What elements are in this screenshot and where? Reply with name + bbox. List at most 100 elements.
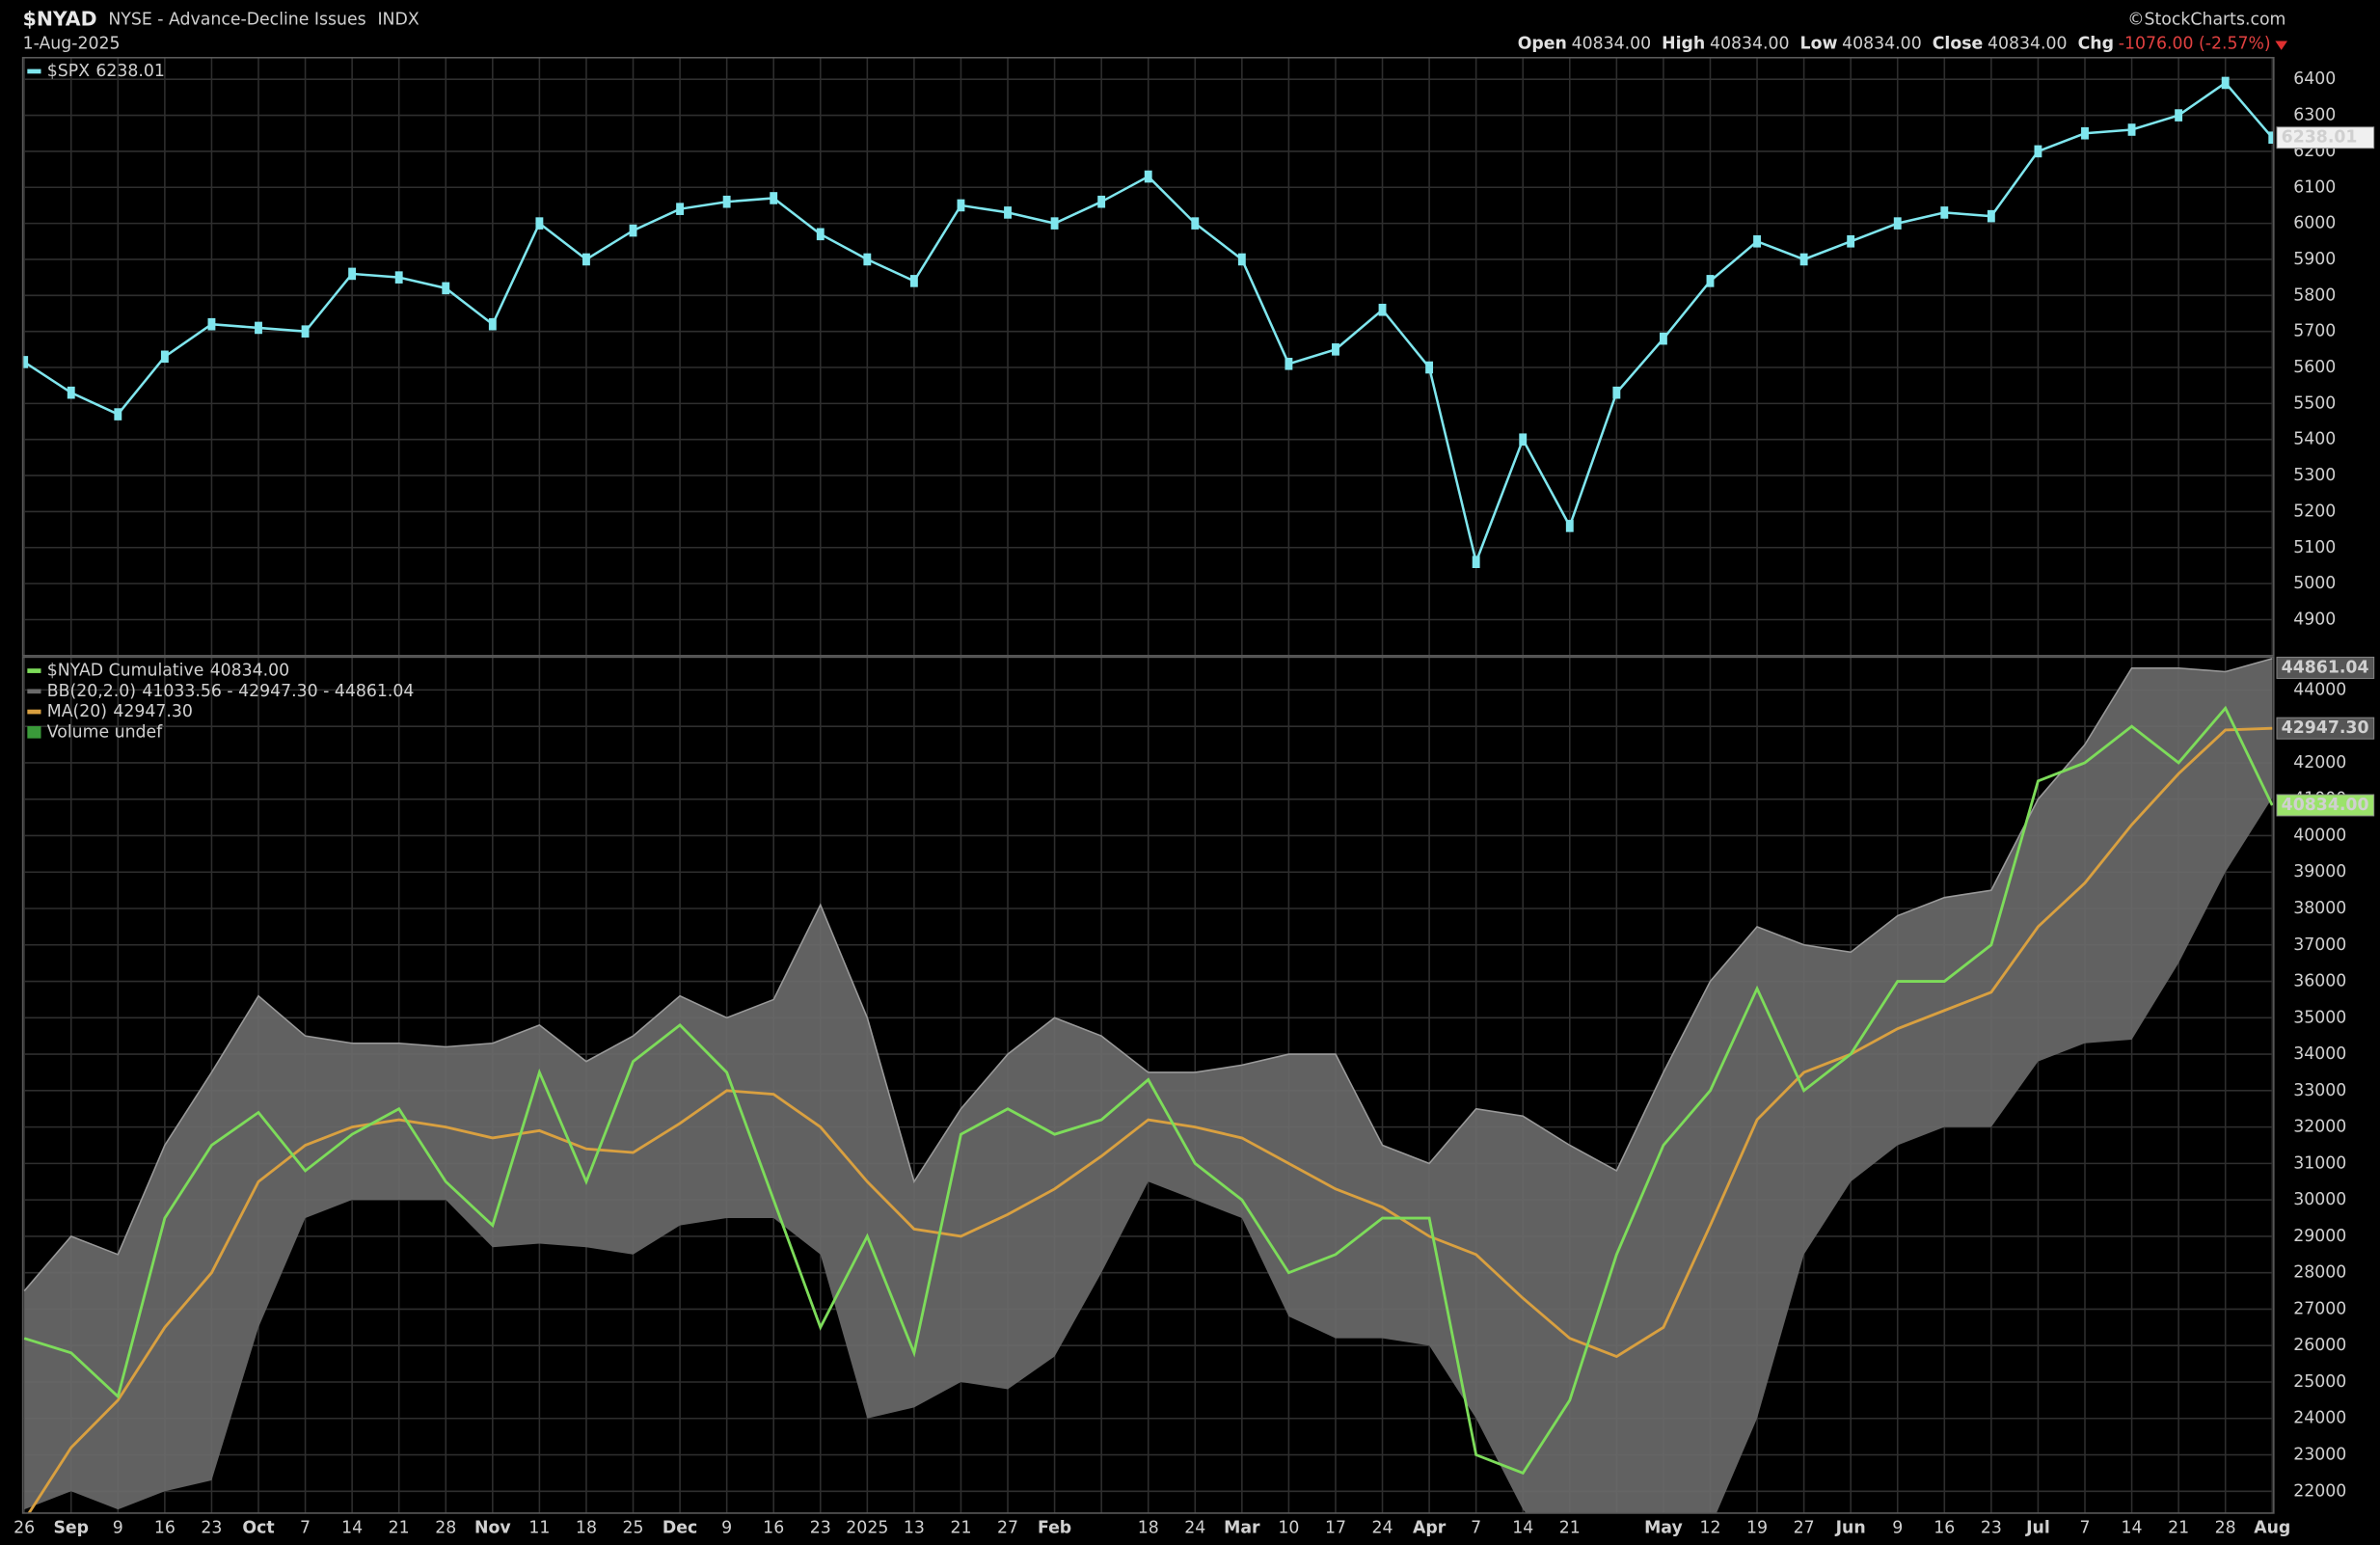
x-tick-label: 9: [1892, 1519, 1903, 1538]
panel-frame: [21, 57, 2275, 657]
price-bar: [2221, 76, 2230, 90]
price-bar: [1893, 217, 1902, 230]
y-tick-label: 29000: [2293, 1227, 2346, 1246]
y-tick-label: 44000: [2293, 680, 2346, 699]
price-bar: [255, 321, 262, 335]
price-bar: [909, 275, 918, 287]
price-bar: [160, 350, 169, 364]
y-tick-label: 22000: [2293, 1481, 2346, 1501]
legend-swatch: [27, 726, 41, 739]
price-bar: [442, 282, 450, 295]
price-bar: [1237, 253, 1246, 266]
y-tick-label: 23000: [2293, 1446, 2346, 1465]
legend-swatch: [27, 668, 41, 673]
y-tick-label: 33000: [2293, 1081, 2346, 1100]
y-tick-label: 6100: [2293, 177, 2336, 197]
y-tick-label: 27000: [2293, 1299, 2346, 1318]
y-tick-label: 31000: [2293, 1153, 2346, 1173]
price-tag-label: 6238.01: [2282, 128, 2358, 148]
series-line: [23, 705, 2274, 1476]
x-tick-label: 13: [904, 1519, 925, 1538]
legend-swatch: [27, 68, 41, 74]
price-bar: [770, 192, 778, 204]
price-bar: [1519, 433, 1528, 447]
legend-value: 42947.30: [113, 702, 193, 721]
y-tick-label: 5500: [2293, 393, 2336, 413]
price-bar: [1285, 357, 1293, 370]
price-bar: [863, 253, 872, 266]
price-bar: [2081, 126, 2089, 140]
price-tag-label: 42947.30: [2282, 718, 2369, 738]
panel-frame: [21, 656, 2275, 1514]
description: NYSE - Advance-Decline Issues: [108, 10, 365, 29]
series-line: [27, 726, 2273, 1513]
legend-name: $NYAD Cumulative: [47, 662, 204, 681]
price-bar: [1565, 520, 1574, 532]
price-bar: [1987, 209, 1995, 223]
price-tag: [2276, 717, 2375, 740]
price-bar: [1706, 275, 1715, 287]
price-bar: [1425, 361, 1434, 374]
x-tick-label: 14: [341, 1519, 363, 1538]
price-bar: [114, 408, 122, 420]
x-tick-label: 9: [721, 1519, 732, 1538]
y-tick-label: 6400: [2293, 69, 2336, 89]
quote-label: Open: [1518, 35, 1567, 54]
y-tick-label: 39000: [2293, 862, 2346, 881]
price-bar: [676, 203, 685, 215]
legend-entry: MA(20) 42947.30: [47, 702, 193, 721]
symbol: $NYAD: [23, 7, 97, 30]
y-tick-label: 32000: [2293, 1118, 2346, 1137]
price-bar: [1191, 217, 1200, 230]
price-bar: [488, 317, 497, 331]
price-bar: [1847, 234, 1855, 248]
x-tick-label: 24: [1184, 1519, 1205, 1538]
date: 1-Aug-2025: [23, 35, 121, 54]
y-tick-label: 5300: [2293, 466, 2336, 485]
price-bar: [1097, 195, 1106, 208]
x-tick-label: 10: [1278, 1519, 1299, 1538]
price-bar: [207, 317, 216, 331]
x-tick-label: 2025: [846, 1519, 888, 1538]
quote-label: Chg: [2078, 35, 2114, 54]
plot-area: [22, 76, 2274, 569]
price-bar: [1144, 170, 1152, 183]
y-tick-label: 5900: [2293, 250, 2336, 269]
band-upper-edge: [23, 658, 2273, 1292]
price-tag: [2276, 656, 2375, 679]
x-tick-label: 23: [1981, 1519, 2002, 1538]
x-tick-label: 28: [2215, 1519, 2236, 1538]
price-bar: [394, 271, 403, 284]
y-tick-label: 35000: [2293, 1008, 2346, 1027]
price-tag-label: 40834.00: [2282, 796, 2369, 815]
y-tick-label: 38000: [2293, 899, 2346, 918]
price-bar: [816, 228, 825, 241]
x-tick-label: 14: [2122, 1519, 2143, 1538]
x-tick-label: 26: [14, 1519, 35, 1538]
title-line: $NYAD NYSE - Advance-Decline Issues INDX: [23, 7, 419, 30]
y-tick-label: 40000: [2293, 826, 2346, 845]
x-tick-label: 27: [1794, 1519, 1815, 1538]
x-tick-label: Aug: [2254, 1519, 2290, 1538]
y-tick-label: 5700: [2293, 322, 2336, 341]
price-bar: [1659, 332, 1667, 345]
y-tick-label: 28000: [2293, 1263, 2346, 1283]
x-tick-label: 18: [576, 1519, 597, 1538]
y-tick-label: 5400: [2293, 430, 2336, 449]
x-tick-label: 12: [1699, 1519, 1720, 1538]
plot-area: [23, 658, 2274, 1513]
x-tick-label: Oct: [242, 1519, 274, 1538]
price-bar: [722, 195, 731, 208]
x-tick-label: 16: [154, 1519, 176, 1538]
x-tick-label: 18: [1138, 1519, 1159, 1538]
y-tick-label: 24000: [2293, 1409, 2346, 1428]
x-tick-label: 19: [1746, 1519, 1768, 1538]
legend-value: 6238.01: [95, 62, 165, 81]
y-tick-label: 34000: [2293, 1044, 2346, 1064]
legend-entry: $NYAD Cumulative 40834.00: [47, 662, 289, 681]
price-bar: [301, 325, 310, 338]
price-bar: [535, 217, 544, 230]
x-tick-label: Nov: [474, 1519, 511, 1538]
x-tick-label: 16: [1934, 1519, 1955, 1538]
